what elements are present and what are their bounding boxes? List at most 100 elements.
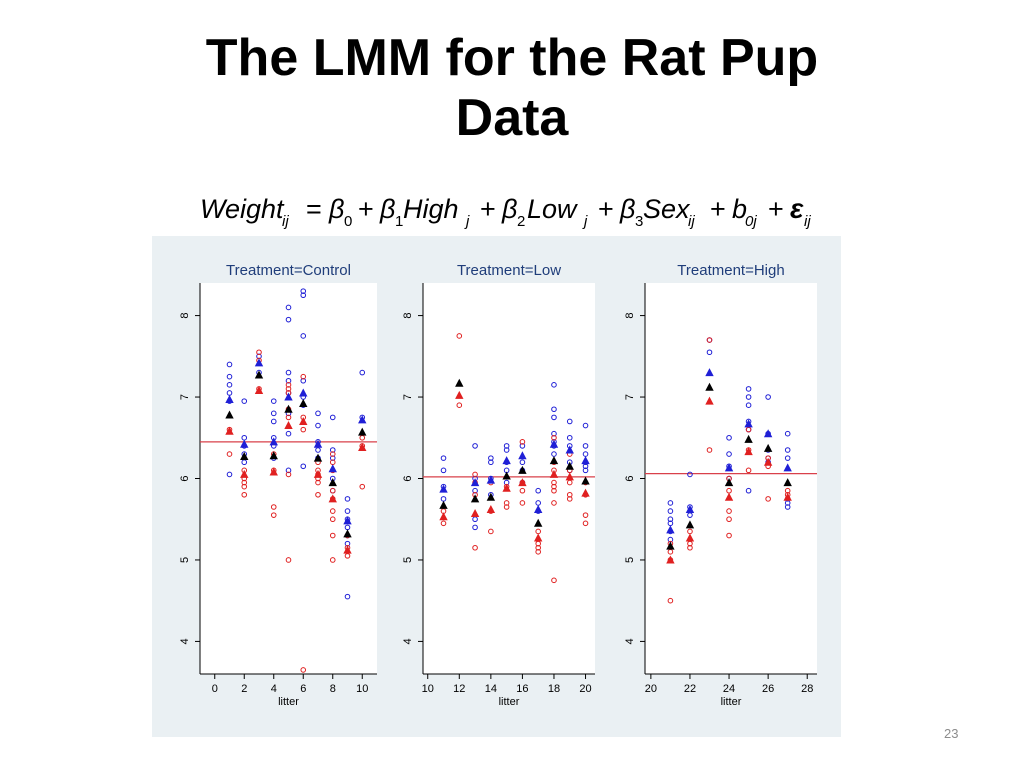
female-point xyxy=(472,471,478,478)
formula-plus-5: + xyxy=(768,194,784,224)
male-point xyxy=(503,447,510,453)
male-mean-marker xyxy=(581,456,590,465)
female-point xyxy=(726,532,732,539)
female-mean-marker xyxy=(343,545,352,554)
male-point xyxy=(300,333,307,339)
female-mean-marker xyxy=(549,469,559,478)
formula-beta0-sub: 0 xyxy=(344,213,352,230)
male-point xyxy=(784,455,791,461)
male-mean-marker xyxy=(343,516,352,525)
male-point xyxy=(226,471,233,478)
male-point xyxy=(285,369,292,376)
male-point xyxy=(270,418,277,425)
female-mean-marker xyxy=(439,512,448,521)
male-mean-marker xyxy=(269,437,278,446)
formula-beta1-sub: 1 xyxy=(395,213,403,230)
female-point xyxy=(329,516,336,523)
chart-panel-1: Treatment=Control 4 5 6 7 8 0 2 4 6 8 10 litter xyxy=(179,262,377,708)
female-point xyxy=(519,487,526,494)
slide-title-line-1: The LMM for the Rat Pup xyxy=(205,29,819,87)
male-point xyxy=(519,459,526,466)
male-point xyxy=(765,394,771,400)
female-mean-marker xyxy=(358,443,367,452)
male-point xyxy=(726,434,732,441)
female-point xyxy=(329,487,336,494)
male-point xyxy=(285,304,292,311)
x-tick-label: 28 xyxy=(801,683,813,695)
male-mean-marker xyxy=(705,368,714,377)
female-mean-marker xyxy=(565,472,574,481)
x-tick-label: 2 xyxy=(241,683,247,695)
female-point xyxy=(535,544,541,551)
litter-mean-marker xyxy=(783,478,792,487)
male-mean-marker xyxy=(783,463,792,472)
female-point xyxy=(667,597,674,604)
female-point xyxy=(285,414,292,421)
female-point xyxy=(285,557,292,563)
female-point xyxy=(551,577,557,584)
female-point xyxy=(270,504,277,510)
model-formula: Weight ij = β 0 + β 1 High j + β 2 Low j… xyxy=(200,193,811,230)
y-tick-label: 8 xyxy=(402,313,414,319)
chart-panel-3: Treatment=High 4 5 6 7 8 20 22 24 26 28 litter xyxy=(624,262,817,708)
male-point xyxy=(566,418,573,425)
formula-epsilon-sub: ij xyxy=(804,213,811,230)
female-point xyxy=(566,496,573,502)
male-point xyxy=(285,467,292,474)
female-point xyxy=(582,520,589,527)
formula-sex: Sex xyxy=(643,194,691,224)
female-mean-marker xyxy=(685,533,695,542)
y-tick-label: 6 xyxy=(624,475,636,481)
male-point xyxy=(241,398,248,404)
female-point xyxy=(706,447,713,453)
x-tick-label: 0 xyxy=(212,683,218,695)
male-point xyxy=(687,471,693,478)
male-mean-marker xyxy=(299,388,308,397)
female-point xyxy=(519,439,526,445)
x-tick-label: 6 xyxy=(300,683,306,695)
female-point xyxy=(726,508,732,514)
female-mean-marker xyxy=(763,457,773,466)
female-point xyxy=(551,479,557,486)
female-mean-marker xyxy=(666,555,675,564)
male-mean-marker xyxy=(284,392,293,401)
male-point xyxy=(270,410,277,417)
female-mean-marker xyxy=(299,416,308,425)
female-point xyxy=(535,549,541,555)
y-tick-label: 5 xyxy=(402,557,414,563)
male-point xyxy=(226,361,233,368)
formula-beta1: β xyxy=(379,194,395,224)
formula-b: b xyxy=(732,194,747,224)
male-point xyxy=(226,373,233,380)
male-point xyxy=(488,459,494,466)
male-point xyxy=(488,455,494,461)
female-point xyxy=(300,373,307,380)
male-point xyxy=(359,369,366,376)
litter-mean-marker xyxy=(439,500,448,509)
male-point xyxy=(566,434,573,441)
x-tick-label: 8 xyxy=(330,683,336,695)
female-point xyxy=(488,528,494,535)
female-mean-marker xyxy=(313,469,323,478)
x-tick-label: 4 xyxy=(271,683,277,695)
female-mean-marker xyxy=(724,492,734,501)
panel-title: Treatment=Low xyxy=(457,262,561,279)
formula-sex-sub: ij xyxy=(688,213,695,230)
female-point xyxy=(359,483,366,490)
male-point xyxy=(300,377,307,384)
female-point xyxy=(329,557,336,563)
y-tick-label: 8 xyxy=(179,313,191,319)
litter-mean-marker xyxy=(470,494,480,503)
female-point xyxy=(329,508,336,514)
male-mean-marker xyxy=(486,475,496,484)
x-tick-label: 20 xyxy=(579,683,591,695)
female-mean-marker xyxy=(470,509,480,518)
male-point xyxy=(285,377,292,384)
x-axis-label: litter xyxy=(278,696,299,708)
slide-number: 23 xyxy=(944,726,959,741)
male-mean-marker xyxy=(313,439,323,448)
litter-mean-marker xyxy=(705,382,714,391)
male-mean-marker xyxy=(685,504,695,513)
male-mean-marker xyxy=(439,484,448,493)
